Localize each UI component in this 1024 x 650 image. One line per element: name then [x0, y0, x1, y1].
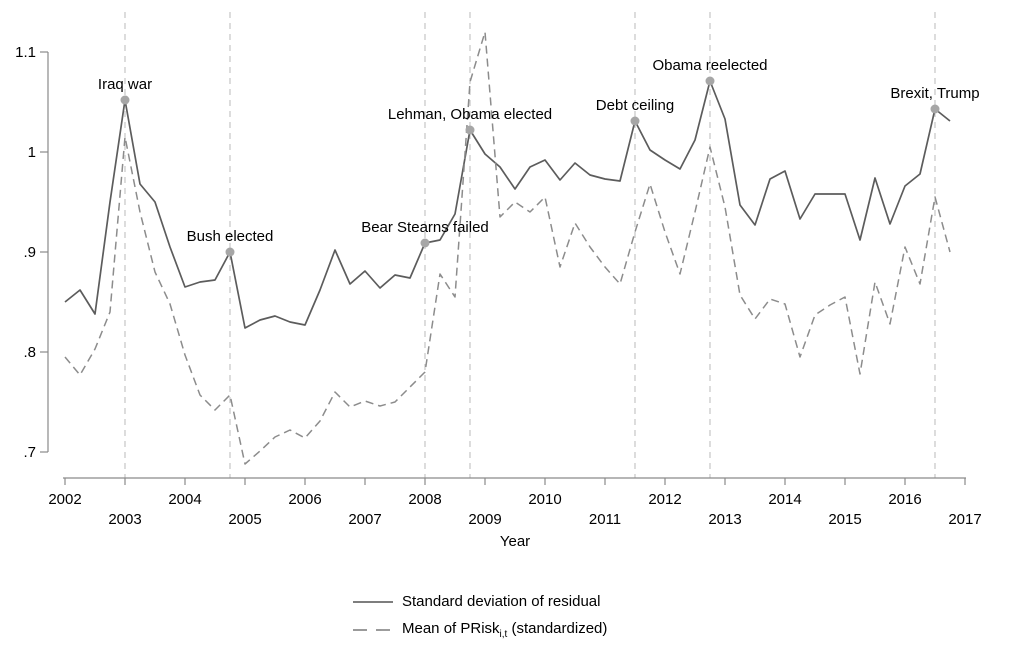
- y-tick-label: .9: [23, 244, 36, 261]
- x-tick-label: 2009: [468, 511, 501, 528]
- x-tick-label: 2004: [168, 491, 201, 508]
- legend-item-solid: Standard deviation of residual: [353, 591, 607, 612]
- series-line-dashed: [64, 31, 951, 465]
- x-tick-label: 2002: [48, 491, 81, 508]
- y-tick-label: .8: [23, 344, 36, 361]
- solid-line-swatch: [353, 600, 393, 603]
- event-label: Debt ceiling: [596, 97, 674, 114]
- series-line-solid: [64, 80, 951, 329]
- y-tick-label: 1: [28, 144, 36, 161]
- event-marker: [225, 247, 235, 257]
- x-tick-label: 2014: [768, 491, 801, 508]
- legend-label-solid: Standard deviation of residual: [402, 593, 601, 610]
- event-marker: [120, 95, 130, 105]
- event-marker: [930, 104, 940, 114]
- x-tick-label: 2017: [948, 511, 981, 528]
- event-label: Obama reelected: [652, 57, 767, 74]
- x-tick-label: 2008: [408, 491, 441, 508]
- x-tick-label: 2007: [348, 511, 381, 528]
- event-marker: [420, 238, 430, 248]
- y-tick-label: 1.1: [15, 44, 36, 61]
- event-label: Bear Stearns failed: [361, 219, 489, 236]
- legend-label-dashed-sub: i,t: [499, 628, 508, 640]
- event-marker: [630, 116, 640, 126]
- y-tick-label: .7: [23, 444, 36, 461]
- x-tick-label: 2005: [228, 511, 261, 528]
- dashed-line-swatch: [353, 628, 393, 631]
- legend-item-dashed: Mean of PRiski,t (standardized): [353, 619, 607, 640]
- x-tick-label: 2013: [708, 511, 741, 528]
- legend: Standard deviation of residual Mean of P…: [353, 591, 607, 640]
- x-tick-label: 2003: [108, 511, 141, 528]
- x-tick-label: 2006: [288, 491, 321, 508]
- legend-label-dashed-pre: Mean of PRisk: [402, 619, 500, 637]
- x-tick-label: 2011: [589, 511, 621, 528]
- x-tick-label: 2012: [648, 491, 681, 508]
- x-tick-label: 2015: [828, 511, 861, 528]
- x-tick-label: 2010: [528, 491, 561, 508]
- event-label: Bush elected: [187, 228, 274, 245]
- event-label: Brexit, Trump: [890, 85, 979, 102]
- x-axis-title: Year: [500, 533, 530, 550]
- event-marker: [705, 76, 715, 86]
- event-label: Iraq war: [98, 76, 152, 93]
- x-tick-label: 2016: [888, 491, 921, 508]
- legend-label-dashed: Mean of PRiski,t (standardized): [402, 620, 607, 640]
- event-label: Lehman, Obama elected: [388, 106, 552, 123]
- legend-label-dashed-post: (standardized): [507, 619, 608, 637]
- event-marker: [465, 125, 475, 135]
